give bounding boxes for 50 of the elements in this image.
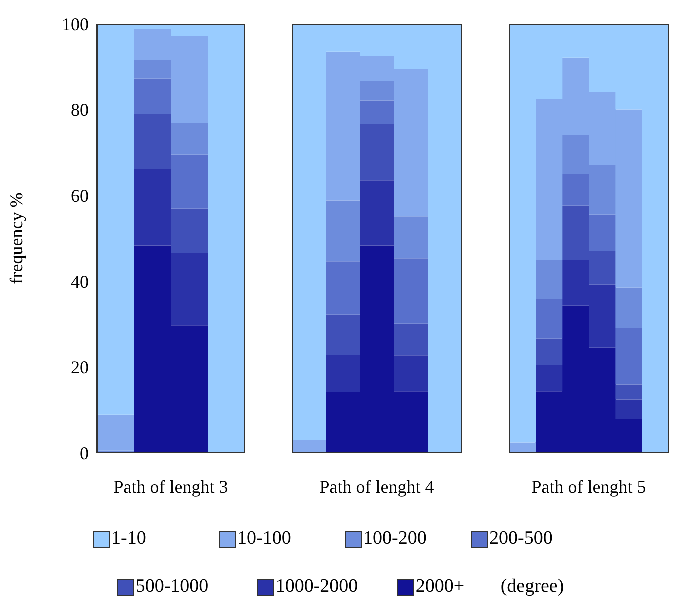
bar xyxy=(171,254,208,326)
y-tick-label: 40 xyxy=(71,272,89,292)
bar xyxy=(326,314,360,356)
bar xyxy=(171,123,208,155)
bar xyxy=(536,338,563,366)
bar xyxy=(326,262,360,315)
bar xyxy=(616,328,643,385)
bar xyxy=(326,355,360,393)
legend-label: 1-10 xyxy=(112,528,146,550)
bar xyxy=(394,356,428,392)
bar xyxy=(536,365,563,392)
bar xyxy=(360,180,394,246)
y-tick-label: 20 xyxy=(71,358,89,378)
bar xyxy=(292,440,326,453)
y-tick-label: 0 xyxy=(80,443,89,464)
x-axis-title: Path of lenght 3 xyxy=(114,477,228,497)
bar xyxy=(134,60,171,79)
bar xyxy=(326,200,360,262)
y-tick-label: 80 xyxy=(71,100,89,120)
legend-label: 500-1000 xyxy=(136,576,209,597)
bar xyxy=(536,260,563,299)
bar xyxy=(360,124,394,181)
bar xyxy=(171,154,208,209)
legend-label: 1000-2000 xyxy=(276,576,358,597)
legend-label: 2000+ xyxy=(416,576,465,597)
bar xyxy=(562,174,590,206)
bar xyxy=(360,81,394,101)
legend-label: 100-200 xyxy=(364,528,427,550)
bar xyxy=(171,208,208,254)
bar xyxy=(134,169,171,246)
bar xyxy=(616,288,643,328)
bar xyxy=(616,384,643,400)
x-axis-title: Path of lenght 4 xyxy=(320,477,434,497)
bar xyxy=(134,78,171,114)
bar xyxy=(394,216,428,259)
bar xyxy=(616,400,643,420)
bar xyxy=(134,114,171,169)
y-axis-title: frequency % xyxy=(6,192,26,284)
bar xyxy=(97,414,134,451)
bar xyxy=(360,100,394,124)
bar xyxy=(536,298,563,339)
legend-label: 10-100 xyxy=(238,528,292,550)
bar xyxy=(394,258,428,324)
bar xyxy=(394,324,428,356)
x-axis-title: Path of lenght 5 xyxy=(532,477,646,497)
y-tick-label: 60 xyxy=(71,186,89,206)
bar xyxy=(589,214,616,251)
legend-label: 200-500 xyxy=(490,528,553,550)
legend-title: (degree) xyxy=(500,576,564,597)
y-tick-label: 100 xyxy=(62,14,89,34)
